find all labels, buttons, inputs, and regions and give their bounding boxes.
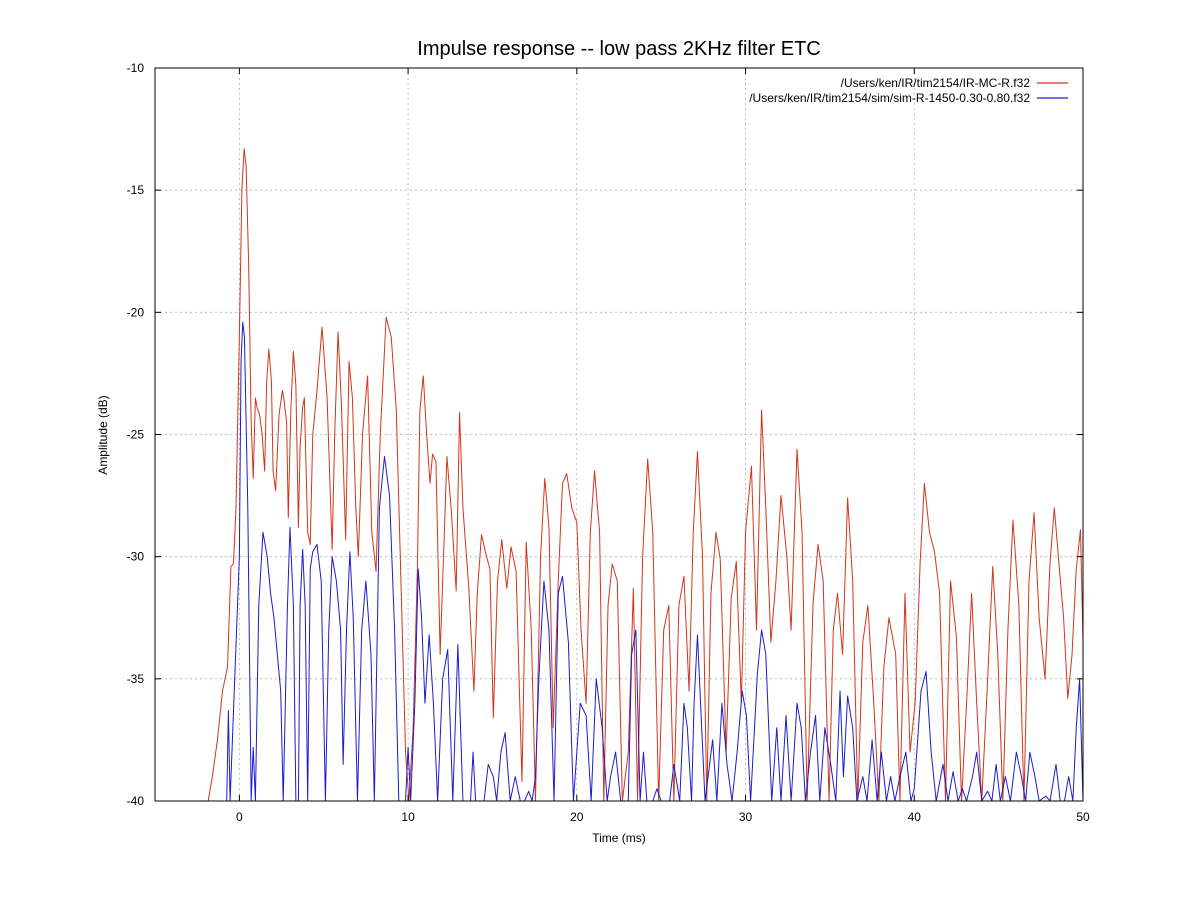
chart-title: Impulse response -- low pass 2KHz filter… xyxy=(417,38,820,60)
x-tick-label: 40 xyxy=(908,810,922,824)
x-tick-label: 50 xyxy=(1076,810,1090,824)
y-tick-label: -25 xyxy=(127,428,145,442)
series-line-1 xyxy=(207,148,1083,801)
x-tick-label: 20 xyxy=(570,810,584,824)
legend-label: /Users/ken/IR/tim2154/sim/sim-R-1450-0.3… xyxy=(749,91,1030,105)
axis-ticks: 0 10 20 30 40 50 -40 -35 -30 -25 -20 -15 -10 xyxy=(127,61,1090,824)
x-tick-label: 30 xyxy=(739,810,753,824)
y-tick-label: -20 xyxy=(127,305,145,319)
legend-label: /Users/ken/IR/tim2154/IR-MC-R.f32 xyxy=(841,76,1031,90)
x-tick-label: 0 xyxy=(236,810,243,824)
series-lines xyxy=(207,148,1083,801)
y-tick-label: -15 xyxy=(127,183,145,197)
x-axis-label: Time (ms) xyxy=(592,831,646,845)
y-tick-label: -35 xyxy=(127,672,145,686)
y-tick-label: -10 xyxy=(127,61,145,75)
x-tick-label: 10 xyxy=(401,810,415,824)
y-tick-label: -40 xyxy=(127,794,145,808)
series-line-2 xyxy=(226,321,1083,801)
y-tick-label: -30 xyxy=(127,550,145,564)
y-axis-label: Amplitude (dB) xyxy=(96,395,110,474)
legend: /Users/ken/IR/tim2154/IR-MC-R.f32/Users/… xyxy=(749,76,1068,105)
